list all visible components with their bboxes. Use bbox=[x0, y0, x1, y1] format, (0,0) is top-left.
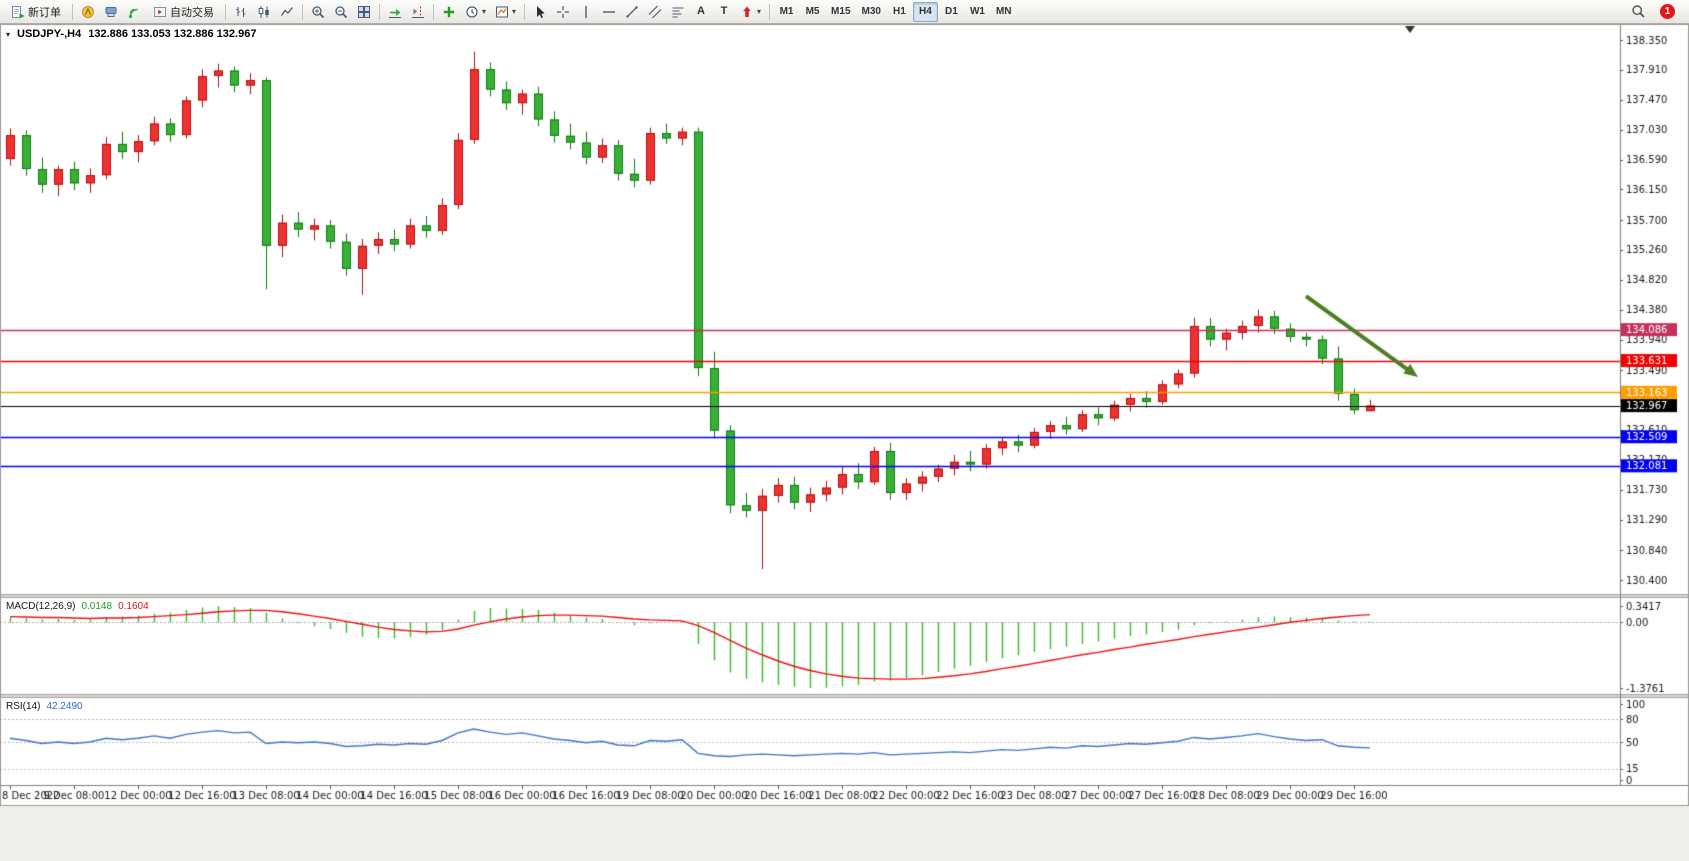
bar-chart-button[interactable] bbox=[230, 2, 252, 22]
candlestick-chart-button[interactable] bbox=[253, 2, 275, 22]
timeframe-h4-button[interactable]: H4 bbox=[912, 1, 938, 22]
toolbar-separator bbox=[769, 3, 771, 20]
toolbar-separator bbox=[72, 3, 73, 20]
channel-icon bbox=[648, 5, 662, 18]
vertical-line-icon bbox=[585, 5, 587, 18]
vertical-line-tool-button[interactable] bbox=[575, 2, 597, 22]
indicators-add-icon bbox=[443, 6, 455, 17]
chevron-down-icon: ▾ bbox=[512, 6, 517, 16]
chevron-down-icon: ▾ bbox=[757, 6, 762, 16]
toolbar-separator bbox=[302, 3, 303, 20]
toolbar-right-group: 1 bbox=[1627, 2, 1675, 22]
crosshair-tool-button[interactable] bbox=[552, 2, 574, 22]
zoom-in-button[interactable] bbox=[307, 2, 329, 22]
text-label-tool-button[interactable]: T bbox=[713, 2, 735, 22]
chart-window: ▾ USDJPY-,H4 132.886 133.053 132.886 132… bbox=[0, 24, 1689, 861]
cursor-icon bbox=[537, 5, 545, 18]
auto-trading-label: 自动交易 bbox=[170, 6, 214, 19]
trendline-tool-button[interactable] bbox=[621, 2, 643, 22]
notification-count: 1 bbox=[1664, 6, 1671, 17]
macd-signal-value: 0.1604 bbox=[118, 601, 149, 612]
new-order-label: 新订单 bbox=[28, 6, 61, 19]
signals-button[interactable] bbox=[123, 2, 145, 22]
line-chart-button[interactable] bbox=[276, 2, 298, 22]
macd-main-value: 0.0148 bbox=[81, 601, 113, 612]
chart-menu-icon[interactable]: ▾ bbox=[6, 29, 11, 39]
templates-button[interactable]: ▾ bbox=[491, 2, 520, 22]
timeframe-mn-button[interactable]: MN bbox=[991, 2, 1017, 22]
arrow-object-icon bbox=[743, 6, 751, 17]
fibonacci-tool-button[interactable] bbox=[667, 2, 689, 22]
crosshair-icon bbox=[557, 5, 570, 18]
new-order-icon bbox=[12, 5, 25, 18]
signals-icon bbox=[128, 8, 138, 18]
cursor-tool-button[interactable] bbox=[529, 2, 551, 22]
zoom-in-icon bbox=[312, 5, 325, 18]
timeframe-h1-button[interactable]: H1 bbox=[887, 2, 912, 22]
chart-symbol-period: USDJPY-,H4 bbox=[17, 28, 82, 40]
community-icon bbox=[82, 5, 94, 18]
clock-icon bbox=[466, 5, 478, 18]
chart-shift-icon bbox=[412, 6, 424, 18]
search-button[interactable] bbox=[1627, 2, 1650, 22]
timeframe-m1-button[interactable]: M1 bbox=[774, 2, 799, 22]
timeframe-m15-button[interactable]: M15 bbox=[826, 2, 855, 22]
trendline-icon bbox=[626, 5, 638, 18]
auto-trading-button[interactable]: 自动交易 bbox=[146, 2, 221, 22]
timeframe-d1-button[interactable]: D1 bbox=[939, 2, 964, 22]
line-chart-icon bbox=[280, 6, 294, 16]
text-tool-icon: A bbox=[697, 5, 705, 17]
market-button[interactable] bbox=[100, 2, 122, 22]
bar-chart-icon bbox=[236, 6, 246, 17]
toolbar-separator bbox=[524, 3, 526, 20]
periods-button[interactable]: ▾ bbox=[461, 2, 490, 22]
new-order-button[interactable]: 新订单 bbox=[4, 2, 68, 22]
tile-windows-button[interactable] bbox=[353, 2, 375, 22]
fibonacci-icon bbox=[672, 7, 684, 17]
timeframe-m5-button[interactable]: M5 bbox=[800, 2, 825, 22]
channel-tool-button[interactable] bbox=[644, 2, 666, 22]
auto-scroll-button[interactable] bbox=[384, 2, 406, 22]
chevron-down-icon: ▾ bbox=[482, 6, 487, 16]
tile-windows-icon bbox=[358, 5, 370, 18]
text-tool-button[interactable]: A bbox=[690, 2, 712, 22]
timeframe-w1-button[interactable]: W1 bbox=[965, 2, 990, 22]
rsi-indicator-label: RSI(14) 42.2490 bbox=[6, 701, 83, 712]
search-icon bbox=[1632, 5, 1645, 18]
horizontal-line-icon bbox=[603, 10, 616, 13]
chart-ohlc-values: 132.886 133.053 132.886 132.967 bbox=[88, 28, 257, 40]
template-icon bbox=[496, 6, 509, 17]
macd-indicator-label: MACD(12,26,9) 0.0148 0.1604 bbox=[6, 601, 149, 612]
auto-scroll-icon bbox=[389, 8, 401, 18]
zoom-out-button[interactable] bbox=[330, 2, 352, 22]
arrows-tool-button[interactable]: ▾ bbox=[736, 2, 765, 22]
market-icon bbox=[105, 6, 117, 17]
main-toolbar: 新订单 自动交易 ▾ bbox=[0, 0, 1689, 24]
mql-community-button[interactable] bbox=[77, 2, 99, 22]
chart-shift-button[interactable] bbox=[407, 2, 429, 22]
toolbar-separator bbox=[433, 3, 434, 20]
candlestick-chart-icon bbox=[258, 5, 269, 18]
timeframe-m30-button[interactable]: M30 bbox=[857, 2, 886, 22]
toolbar-separator bbox=[225, 3, 226, 20]
text-label-icon: T bbox=[720, 5, 728, 17]
auto-trading-icon bbox=[154, 6, 166, 17]
toolbar-separator bbox=[379, 3, 380, 20]
zoom-out-icon bbox=[335, 5, 348, 18]
rsi-title: RSI(14) bbox=[6, 701, 41, 712]
horizontal-line-tool-button[interactable] bbox=[598, 2, 620, 22]
macd-title: MACD(12,26,9) bbox=[6, 601, 76, 612]
rsi-value: 42.2490 bbox=[46, 701, 83, 712]
indicators-button[interactable] bbox=[438, 2, 460, 22]
price-chart-canvas[interactable] bbox=[0, 24, 1689, 861]
chart-title: ▾ USDJPY-,H4 132.886 133.053 132.886 132… bbox=[6, 28, 256, 40]
notification-badge[interactable]: 1 bbox=[1660, 4, 1675, 19]
